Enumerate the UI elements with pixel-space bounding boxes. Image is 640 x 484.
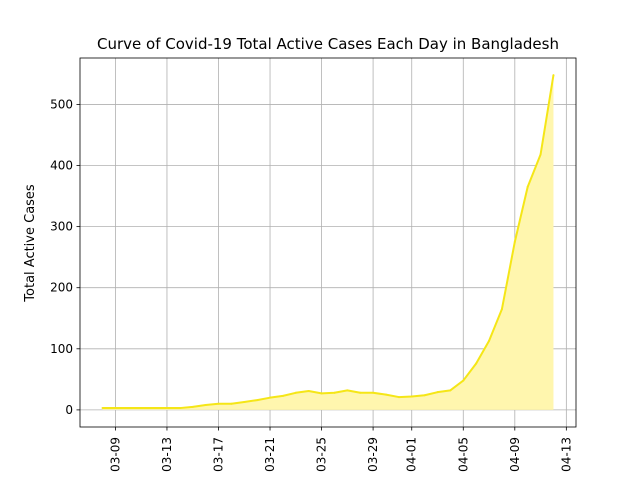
- data-point: [488, 339, 491, 342]
- axes: [76, 57, 577, 431]
- plot-frame: [79, 57, 577, 428]
- x-tick-label: 03-21: [263, 437, 277, 472]
- y-tick-label: 300: [50, 220, 73, 234]
- y-tick-label: 200: [50, 281, 73, 295]
- data-point: [230, 402, 233, 405]
- data-point: [552, 74, 555, 77]
- data-point: [320, 392, 323, 395]
- data-point: [204, 404, 207, 407]
- series-line: [102, 74, 555, 410]
- data-point: [346, 389, 349, 392]
- x-tick-label: 04-01: [405, 437, 419, 472]
- data-point: [127, 407, 130, 410]
- y-tick-label: 500: [50, 97, 73, 111]
- data-point: [243, 400, 246, 403]
- data-point: [539, 153, 542, 156]
- data-point: [153, 407, 156, 410]
- data-point: [269, 396, 272, 399]
- data-point: [114, 407, 117, 410]
- data-point: [384, 393, 387, 396]
- data-point: [526, 185, 529, 188]
- chart-title: Curve of Covid-19 Total Active Cases Eac…: [97, 35, 559, 53]
- data-point: [449, 389, 452, 392]
- data-point: [101, 407, 104, 410]
- series-fill: [102, 75, 554, 410]
- x-tick-label: 03-17: [211, 437, 225, 472]
- data-point: [372, 391, 375, 394]
- data-point: [333, 391, 336, 394]
- y-tick-label: 100: [50, 342, 73, 356]
- x-tick-label: 03-09: [108, 437, 122, 472]
- x-tick-label: 03-29: [366, 437, 380, 472]
- y-axis-label: Total Active Cases: [23, 184, 38, 303]
- data-point: [462, 379, 465, 382]
- series-area: [101, 74, 555, 410]
- data-point: [191, 405, 194, 408]
- data-point: [178, 407, 181, 410]
- data-point: [500, 308, 503, 311]
- data-point: [397, 396, 400, 399]
- data-point: [475, 362, 478, 365]
- x-tick-label: 03-25: [315, 437, 329, 472]
- tick-labels: 03-09 03-13 03-17 03-21 03-25 03-29 04-01 04-05…: [50, 97, 573, 471]
- data-point: [294, 391, 297, 394]
- y-tick-label: 0: [65, 403, 73, 417]
- data-point: [281, 394, 284, 397]
- x-tick-label: 04-05: [456, 437, 470, 472]
- data-point: [513, 240, 516, 243]
- data-point: [359, 391, 362, 394]
- data-point: [423, 394, 426, 397]
- data-point: [140, 407, 143, 410]
- data-point: [256, 399, 259, 402]
- x-tick-label: 03-13: [160, 437, 174, 472]
- data-point: [165, 407, 168, 410]
- x-tick-label: 04-13: [559, 437, 573, 472]
- data-point: [307, 389, 310, 392]
- data-point: [410, 395, 413, 398]
- data-point: [436, 391, 439, 394]
- data-point: [217, 402, 220, 405]
- x-tick-label: 04-09: [508, 437, 522, 472]
- y-tick-label: 400: [50, 159, 73, 173]
